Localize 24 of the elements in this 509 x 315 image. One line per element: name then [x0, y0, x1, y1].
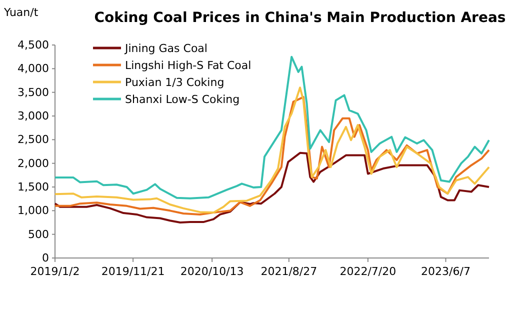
chart-title: Coking Coal Prices in China's Main Production Areas	[94, 10, 506, 26]
y-tick-label: 4,000	[18, 62, 49, 76]
line-series	[54, 56, 490, 200]
y-axis-title: Yuan/t	[3, 6, 39, 19]
x-tick-label: 2019/11/21	[101, 264, 165, 278]
y-tick-label: 500	[28, 228, 49, 241]
y-tick-label: 1,000	[18, 204, 49, 218]
y-tick-label: 4,500	[18, 38, 49, 52]
x-tick-label: 2021/8/27	[260, 264, 318, 278]
x-tick-label: 2019/1/2	[30, 264, 80, 278]
x-tick-label: 2020/10/13	[180, 264, 244, 278]
y-tick-label: 2,500	[18, 133, 49, 146]
y-tick-label: 2,000	[18, 156, 49, 170]
y-tick-label: 0	[42, 252, 49, 265]
y-tick-label: 3,000	[18, 110, 49, 123]
legend-label: Shanxi Low-S Coking	[125, 93, 240, 106]
legend-label: Jining Gas Coal	[124, 42, 208, 55]
x-tick-label: 2023/6/7	[421, 264, 470, 278]
legend-label: Lingshi High-S Fat Coal	[125, 59, 252, 72]
line-series	[54, 152, 490, 224]
legend-label: Puxian 1/3 Coking	[125, 76, 224, 89]
y-tick-label: 3,500	[18, 86, 49, 99]
x-tick-label: 2022/7/20	[340, 264, 396, 278]
y-tick-label: 1,500	[18, 180, 49, 194]
